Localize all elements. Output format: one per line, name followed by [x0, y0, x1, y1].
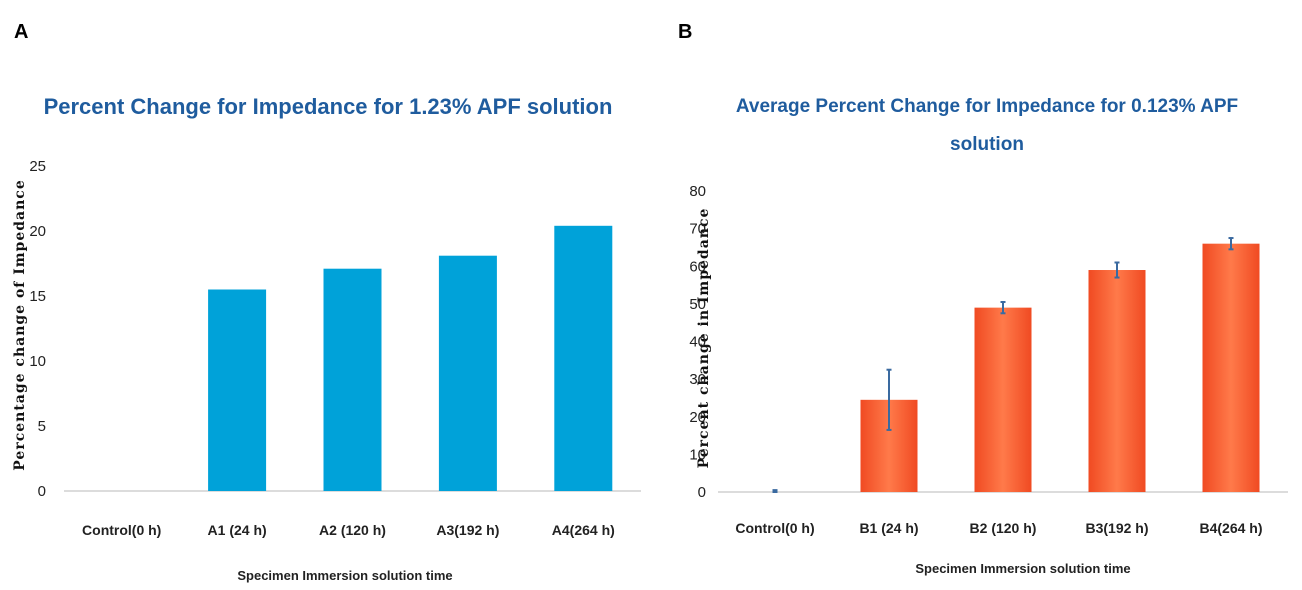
chart-panel-b: B Average Percent Change for Impedance f… [651, 0, 1302, 590]
x-category-label: A2 (120 h) [319, 522, 386, 538]
y-tick-label: 50 [689, 296, 706, 313]
y-tick-label: 20 [689, 409, 706, 426]
y-tick-label: 40 [689, 334, 706, 351]
chart-a-ylabel: Percentage change of Impedance [12, 179, 28, 470]
chart-b-svg: B Average Percent Change for Impedance f… [678, 21, 1288, 576]
y-tick-label: 0 [698, 484, 706, 501]
y-tick-label: 10 [29, 353, 46, 370]
y-tick-label: 60 [689, 258, 706, 275]
chart-b-bars [772, 237, 1260, 493]
x-category-label: A3(192 h) [436, 522, 499, 538]
y-tick-label: 10 [689, 446, 706, 463]
y-tick-label: 80 [689, 183, 706, 200]
chart-b-axes: 0 10 20 30 40 50 60 70 80 Control(0 h) B1 (24 h) B2… [689, 183, 1288, 536]
chart-panel-a: A Percent Change for Impedance for 1.23%… [12, 21, 641, 583]
y-tick-label: 30 [689, 371, 706, 388]
bar [438, 255, 497, 491]
chart-a-axes: 0 5 10 15 20 25 Control(0 h) A1 (24 h) A2 (120 h… [29, 158, 641, 538]
panel-letter-b: B [678, 21, 692, 43]
x-category-label: B2 (120 h) [970, 520, 1037, 536]
bar [554, 225, 613, 492]
x-category-label: B3(192 h) [1085, 520, 1148, 536]
x-category-label: B4(264 h) [1199, 520, 1262, 536]
y-tick-label: 15 [29, 288, 46, 305]
chart-b-title-line1: Average Percent Change for Impedance for… [736, 96, 1238, 117]
bar [208, 289, 267, 491]
x-category-label: A1 (24 h) [208, 522, 267, 538]
panel-letter-a: A [14, 21, 28, 43]
chart-b-xlabel: Specimen Immersion solution time [915, 561, 1130, 576]
x-category-label: A4(264 h) [552, 522, 615, 538]
chart-a-title: Percent Change for Impedance for 1.23% A… [44, 94, 613, 119]
chart-a-svg: A Percent Change for Impedance for 1.23%… [12, 21, 641, 583]
chart-a-xlabel: Specimen Immersion solution time [237, 568, 452, 583]
y-tick-label: 20 [29, 223, 46, 240]
bar [1202, 243, 1260, 492]
x-category-label: Control(0 h) [735, 520, 814, 536]
chart-a-bars [208, 225, 613, 492]
y-tick-label: 25 [29, 158, 46, 175]
y-tick-label: 0 [38, 483, 46, 500]
y-tick-label: 5 [38, 418, 46, 435]
y-tick-label: 70 [689, 221, 706, 238]
x-category-label: Control(0 h) [82, 522, 161, 538]
x-category-label: B1 (24 h) [859, 520, 918, 536]
bar [323, 268, 382, 491]
bar [1088, 270, 1146, 492]
chart-b-ylabel: Percent change in Impedance [696, 208, 712, 469]
chart-b-title-line2: solution [950, 134, 1024, 155]
bar [974, 307, 1032, 492]
